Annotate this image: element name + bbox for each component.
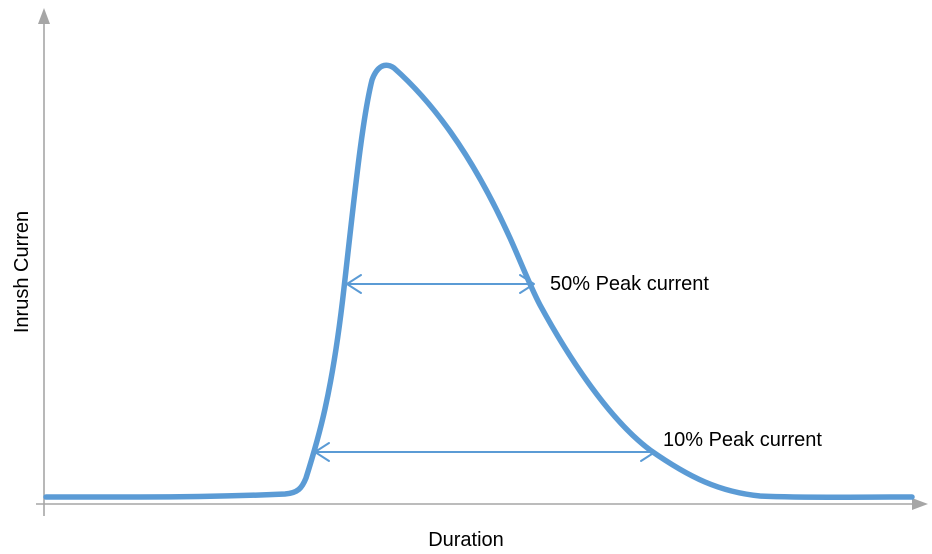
measure-10-right-arrow-icon [640,442,656,462]
measure-10-percent [314,442,656,462]
annotation-50-percent-label: 50% Peak current [550,273,709,295]
y-axis-arrow-icon [38,8,50,24]
measure-10-left-arrow-icon [314,442,330,462]
x-axis-arrow-icon [912,498,928,510]
annotation-10-percent-label: 10% Peak current [663,429,822,451]
measure-50-percent [346,274,535,294]
inrush-current-curve [43,62,915,500]
measure-50-right-arrow-icon [519,274,535,294]
measure-50-left-arrow-icon [346,274,362,294]
x-axis-label: Duration [428,529,504,551]
x-axis [36,498,928,510]
y-axis [38,8,50,516]
y-axis-label: Inrush Curren [11,210,33,334]
